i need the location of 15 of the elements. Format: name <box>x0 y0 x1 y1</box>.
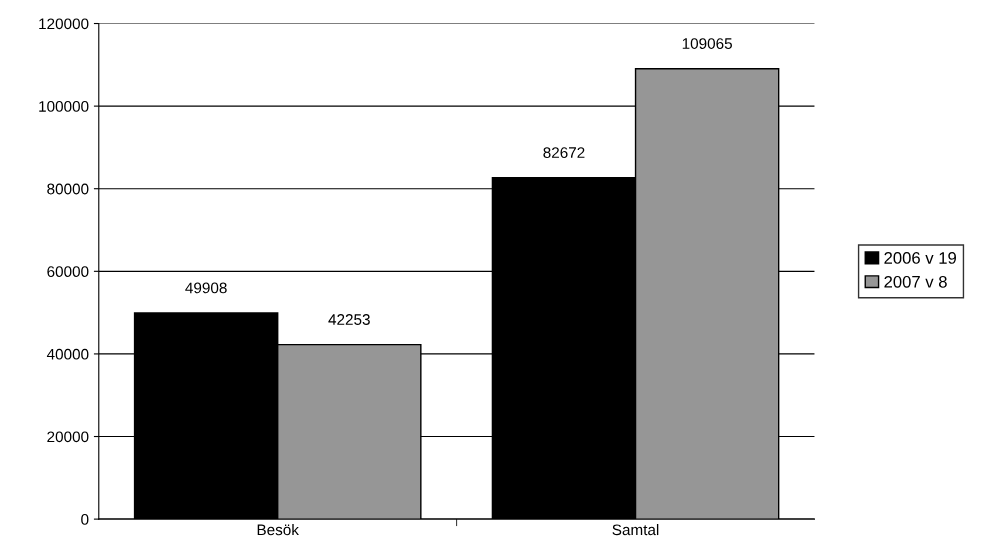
y-tick-label: 40000 <box>46 348 89 360</box>
y-tick-label: 60000 <box>47 266 89 278</box>
data-label: 42253 <box>328 314 370 325</box>
data-label: 82672 <box>543 147 585 158</box>
y-tick-label: 0 <box>81 513 89 525</box>
x-tick-label: Besök <box>257 523 299 536</box>
y-tick-label: 20000 <box>47 431 89 443</box>
data-label: 109065 <box>682 38 732 49</box>
legend-label: 2006 v 19 <box>884 252 956 264</box>
y-tick-label: 100000 <box>39 100 89 112</box>
y-tick-label: 80000 <box>47 183 89 195</box>
x-tick-label: Samtal <box>612 523 659 536</box>
data-label: 49908 <box>185 282 227 294</box>
legend-label: 2007 v 8 <box>884 275 947 288</box>
y-tick-label: 120000 <box>39 18 89 30</box>
